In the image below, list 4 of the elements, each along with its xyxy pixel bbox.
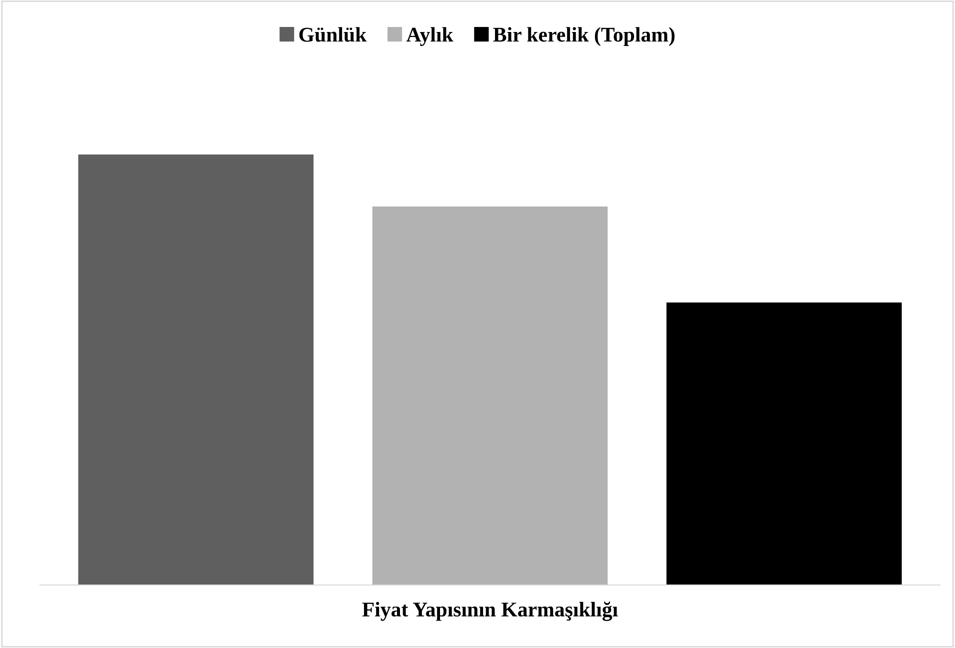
- x-axis-title: Fiyat Yapısının Karmaşıklığı: [362, 602, 618, 621]
- legend-label: Günlük: [299, 27, 367, 42]
- legend-label: Bir kerelik (Toplam): [493, 27, 675, 46]
- legend-label: Aylık: [406, 27, 454, 46]
